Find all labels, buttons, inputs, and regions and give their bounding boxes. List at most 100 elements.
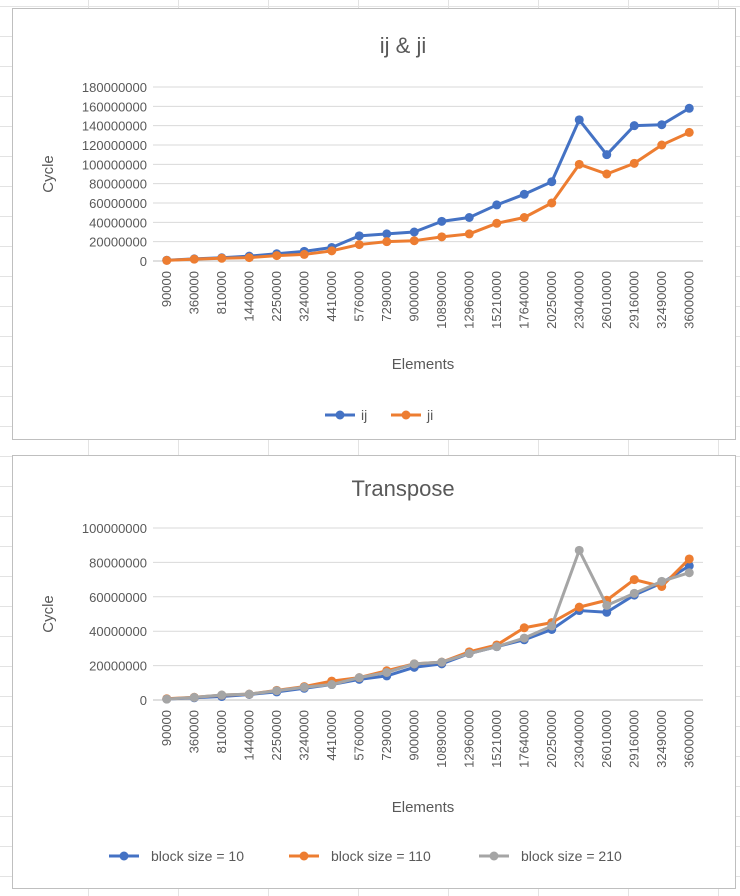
data-point <box>574 159 584 169</box>
series-0 <box>162 103 694 265</box>
data-point <box>244 689 254 699</box>
y-tick-label: 120000000 <box>82 138 147 153</box>
chart-transpose[interactable]: Transpose 0 20000000 40000000 60000000 800000… <box>12 455 736 889</box>
series-line-0 <box>166 106 691 262</box>
x-tick-label: 90000 <box>159 710 174 746</box>
series-line-2 <box>166 548 690 701</box>
data-point <box>464 649 474 659</box>
data-point <box>602 169 612 179</box>
data-point <box>574 545 584 555</box>
data-point <box>189 692 199 702</box>
legend-label: ij <box>361 407 367 423</box>
legend-swatch-marker <box>401 410 411 420</box>
series-2 <box>162 545 694 704</box>
data-point <box>684 568 694 578</box>
y-tick-label: 80000000 <box>89 177 147 192</box>
data-point <box>684 561 694 571</box>
x-tick-label: 10890000 <box>434 271 449 329</box>
x-tick-label: 36000000 <box>681 710 696 768</box>
data-point <box>409 236 419 246</box>
x-tick-label: 23040000 <box>571 710 586 768</box>
y-axis-label: Cycle <box>40 155 57 193</box>
legend-swatch-marker <box>119 851 129 861</box>
y-axis-label: Cycle <box>40 595 57 633</box>
data-point <box>327 246 337 256</box>
x-tick-label: 15210000 <box>489 271 504 329</box>
data-point <box>492 642 502 652</box>
data-point <box>272 686 282 696</box>
legend-swatch-marker <box>335 410 345 420</box>
x-tick-label: 4410000 <box>324 271 339 322</box>
x-tick-label: 32490000 <box>654 271 669 329</box>
legend-item-2: block size = 210 <box>479 848 622 864</box>
data-point <box>437 216 447 226</box>
legend-label: block size = 110 <box>331 848 431 864</box>
y-tick-label: 100000000 <box>82 521 147 536</box>
chart-ij-ji[interactable]: ij & ji 0 20000000 40000000 60000000 80000000… <box>12 8 736 440</box>
data-point <box>629 158 639 168</box>
y-tick-label: 100000000 <box>82 157 147 172</box>
series-line-0 <box>166 564 691 701</box>
data-point <box>519 623 529 633</box>
x-tick-label: 20250000 <box>544 710 559 768</box>
x-tick-label: 360000 <box>186 271 201 314</box>
x-tick-label: 32490000 <box>654 710 669 768</box>
x-tick-label: 2250000 <box>269 710 284 761</box>
legend-label: ji <box>426 407 433 423</box>
x-tick-label: 26010000 <box>599 271 614 329</box>
data-point <box>162 694 172 704</box>
data-point <box>657 120 667 130</box>
series-0 <box>162 561 694 704</box>
series-1 <box>162 127 694 265</box>
chart-title: Transpose <box>351 476 454 501</box>
data-point <box>629 575 639 585</box>
x-tick-label: 12960000 <box>461 271 476 329</box>
data-point <box>464 213 474 222</box>
data-point <box>354 240 364 250</box>
data-point <box>602 150 612 160</box>
data-point <box>299 682 309 692</box>
legend-item-1: ji <box>391 407 433 423</box>
chart-transpose-plot: Transpose 0 20000000 40000000 60000000 800000… <box>40 476 703 864</box>
legend-label: block size = 10 <box>151 848 244 864</box>
y-tick-label: 40000000 <box>89 215 147 230</box>
data-point <box>684 127 694 137</box>
data-point <box>327 680 337 690</box>
chart-title: ij & ji <box>380 33 426 58</box>
chart-ij-ji-plot: ij & ji 0 20000000 40000000 60000000 80000000… <box>40 33 703 423</box>
data-point <box>409 227 419 237</box>
x-tick-label: 9000000 <box>406 271 421 322</box>
x-tick-label: 36000000 <box>681 271 696 329</box>
x-tick-label: 29160000 <box>626 710 641 768</box>
legend-swatch-marker <box>299 851 309 861</box>
data-point <box>162 255 172 265</box>
data-point <box>574 602 584 612</box>
x-tick-label: 3240000 <box>296 271 311 322</box>
x-tick-label: 5760000 <box>351 710 366 761</box>
x-tick-label: 15210000 <box>489 710 504 768</box>
x-tick-label: 1440000 <box>241 271 256 322</box>
x-tick-label: 20250000 <box>544 271 559 329</box>
legend-item-0: ij <box>325 407 367 423</box>
y-tick-label: 180000000 <box>82 80 147 95</box>
series-1 <box>162 554 694 704</box>
x-tick-label: 10890000 <box>434 710 449 768</box>
data-point <box>382 237 392 247</box>
data-point <box>354 231 364 241</box>
data-point <box>217 253 227 263</box>
x-tick-label: 7290000 <box>379 710 394 761</box>
y-tick-label: 60000000 <box>89 196 147 211</box>
x-tick-label: 1440000 <box>241 710 256 761</box>
data-point <box>437 232 447 242</box>
y-tick-label: 140000000 <box>82 119 147 134</box>
data-point <box>547 621 557 631</box>
x-tick-label: 5760000 <box>351 271 366 322</box>
data-point <box>299 249 309 259</box>
data-point <box>602 607 612 617</box>
x-tick-label: 4410000 <box>324 710 339 761</box>
x-tick-label: 17640000 <box>516 710 531 768</box>
x-tick-label: 810000 <box>214 710 229 753</box>
legend-label: block size = 210 <box>521 848 622 864</box>
data-point <box>519 189 529 199</box>
y-tick-label: 0 <box>140 693 147 708</box>
